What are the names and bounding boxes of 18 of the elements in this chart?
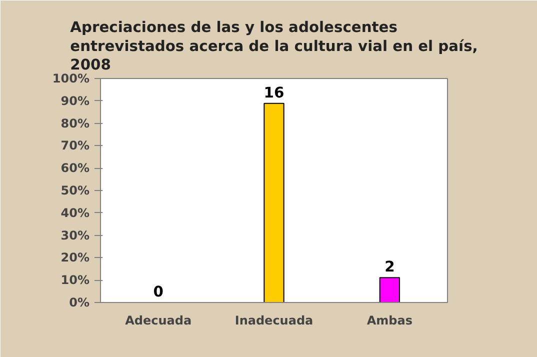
annotation: 2 [384, 258, 395, 276]
annotation: 0 [153, 284, 164, 300]
y-tick-label: 90% [60, 94, 90, 108]
y-tick-label: 10% [60, 273, 90, 288]
chart-title: Apreciaciones de las y los adolescentes entrevistados acerca de la cultura vial en el país, 2008 [70, 19, 478, 74]
y-tick-label: 100% [52, 72, 90, 86]
y-tick-label: 80% [60, 116, 90, 130]
y-tick-label: 70% [60, 138, 90, 153]
y-tick-label: 20% [60, 250, 90, 265]
y-tick-label: 30% [60, 228, 90, 242]
x-tick-label: Inadecuada [234, 314, 314, 328]
y-tick-label: 60% [60, 161, 90, 176]
annotation: 16 [264, 84, 284, 102]
y-tick-label: 0% [69, 296, 90, 310]
y-tick-label: 40% [60, 206, 90, 220]
y-tick-label: 50% [60, 184, 90, 198]
x-tick-label: Adecuada [125, 314, 192, 328]
x-tick-label: Ambas [366, 314, 412, 328]
